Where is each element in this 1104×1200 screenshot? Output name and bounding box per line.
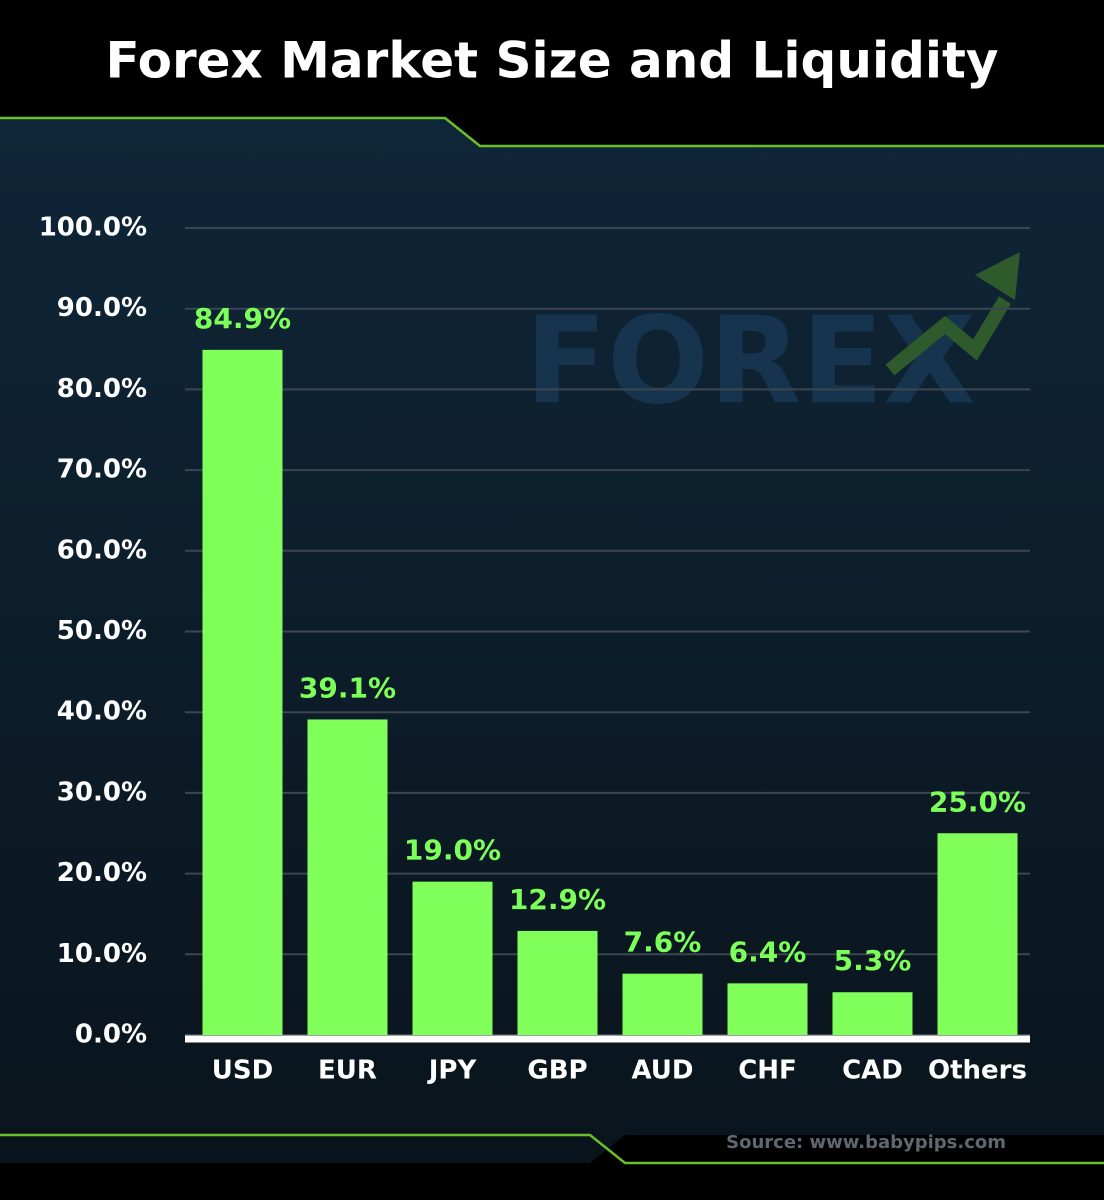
- x-tick-label: CHF: [738, 1056, 797, 1086]
- y-tick-label: 40.0%: [57, 697, 147, 727]
- bar: [622, 973, 703, 1035]
- x-tick-label: EUR: [318, 1056, 377, 1086]
- value-label: 7.6%: [624, 926, 702, 959]
- source: Source: www.babypips.com: [726, 1132, 1006, 1153]
- x-tick-label: AUD: [631, 1056, 693, 1086]
- x-tick-label: JPY: [427, 1056, 478, 1086]
- y-tick-label: 70.0%: [57, 455, 147, 485]
- y-tick-label: 30.0%: [57, 777, 147, 807]
- value-label: 12.9%: [509, 883, 606, 916]
- x-tick-label: GBP: [527, 1056, 587, 1086]
- chart-title: Forex Market Size and Liquidity: [105, 32, 998, 90]
- bar: [727, 983, 808, 1035]
- x-tick-label: CAD: [842, 1056, 903, 1086]
- value-label: 6.4%: [729, 935, 807, 968]
- value-label: 25.0%: [929, 785, 1026, 818]
- y-tick-label: 50.0%: [57, 616, 147, 646]
- watermark-arrow: [885, 296, 1012, 376]
- header-line: [0, 116, 1104, 148]
- bar: [307, 719, 388, 1035]
- bar: [832, 992, 913, 1035]
- bar: [412, 881, 493, 1035]
- y-tick-label: 10.0%: [57, 939, 147, 969]
- value-label: 19.0%: [404, 834, 501, 867]
- watermark-arrowhead: [975, 252, 1020, 300]
- value-label: 84.9%: [194, 302, 291, 335]
- footer-line: [0, 1133, 1104, 1165]
- bar: [517, 930, 598, 1035]
- y-tick-label: 20.0%: [57, 858, 147, 888]
- value-label: 39.1%: [299, 671, 396, 704]
- x-tick-label: USD: [212, 1056, 273, 1086]
- y-tick-label: 80.0%: [57, 374, 147, 404]
- y-tick-label: 100.0%: [39, 213, 147, 243]
- value-label: 5.3%: [834, 944, 912, 977]
- bar: [202, 349, 283, 1035]
- y-tick-label: 90.0%: [57, 293, 147, 323]
- bar: [937, 833, 1018, 1035]
- y-tick-label: 60.0%: [57, 535, 147, 565]
- x-tick-label: Others: [928, 1056, 1027, 1086]
- y-tick-label: 0.0%: [75, 1020, 147, 1050]
